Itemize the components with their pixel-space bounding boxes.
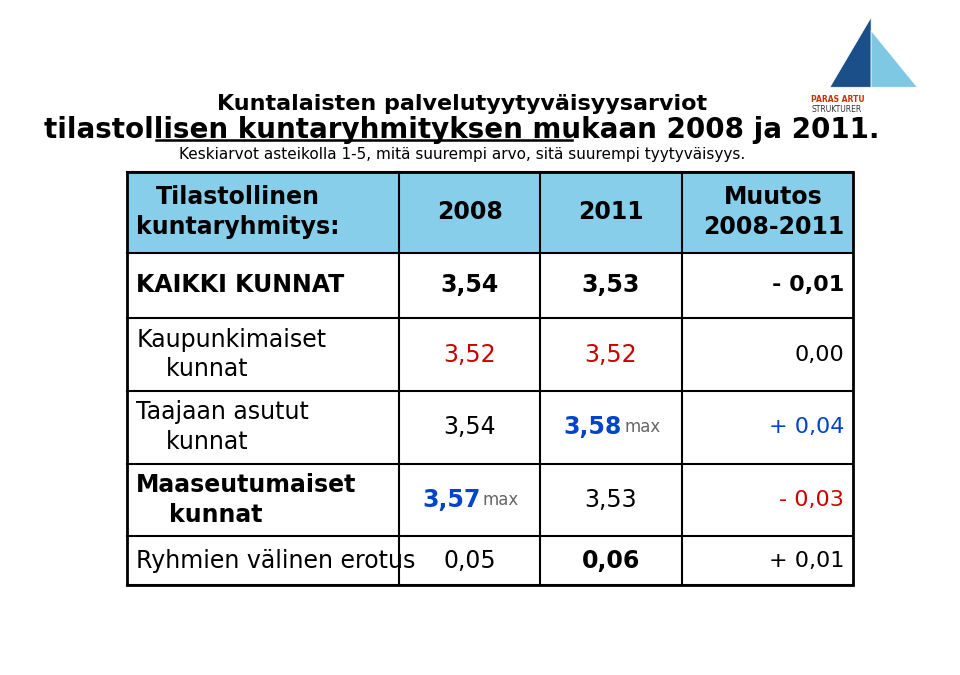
Text: PARAS ARTU: PARAS ARTU (811, 95, 865, 104)
Text: max: max (624, 418, 660, 436)
Text: Kaupunkimaiset
    kunnat: Kaupunkimaiset kunnat (136, 328, 326, 381)
Text: tilastollisen kuntaryhmityksen mukaan 2008 ja 2011.: tilastollisen kuntaryhmityksen mukaan 20… (44, 116, 880, 144)
Polygon shape (829, 18, 871, 87)
Text: - 0,01: - 0,01 (772, 275, 844, 296)
Bar (128, 172, 852, 252)
Text: Keskiarvot asteikolla 1-5, mitä suurempi arvo, sitä suurempi tyytyväisyys.: Keskiarvot asteikolla 1-5, mitä suurempi… (180, 147, 745, 162)
Text: Ryhmien välinen erotus: Ryhmien välinen erotus (136, 549, 416, 572)
Text: 0,06: 0,06 (582, 549, 640, 572)
Text: 3,52: 3,52 (444, 343, 496, 367)
Text: 2011: 2011 (578, 200, 644, 224)
Text: Tilastollinen
kuntaryhmitys:: Tilastollinen kuntaryhmitys: (136, 186, 340, 239)
Text: + 0,01: + 0,01 (769, 551, 844, 570)
Text: Kuntalaisten palvelutyytyväisyysarviot: Kuntalaisten palvelutyytyväisyysarviot (217, 95, 708, 114)
Text: KAIKKI KUNNAT: KAIKKI KUNNAT (136, 273, 345, 298)
Text: max: max (483, 491, 519, 509)
Text: 3,52: 3,52 (585, 343, 637, 367)
Text: 3,54: 3,54 (441, 273, 499, 298)
Text: 2008: 2008 (437, 200, 503, 224)
Text: 0,00: 0,00 (794, 345, 844, 364)
Text: 3,58: 3,58 (564, 415, 622, 439)
Text: 3,53: 3,53 (585, 488, 637, 512)
Polygon shape (871, 30, 917, 87)
Text: 3,57: 3,57 (421, 488, 480, 512)
Text: Maaseutumaiset
    kunnat: Maaseutumaiset kunnat (136, 473, 357, 526)
Text: 3,54: 3,54 (444, 415, 496, 439)
Text: Muutos
2008-2011: Muutos 2008-2011 (703, 186, 844, 239)
Text: Taajaan asutut
    kunnat: Taajaan asutut kunnat (136, 400, 309, 454)
Text: 3,53: 3,53 (582, 273, 640, 298)
Text: + 0,04: + 0,04 (769, 417, 844, 437)
Text: STRUKTURER: STRUKTURER (811, 105, 861, 114)
Bar (128, 172, 852, 585)
Text: - 0,03: - 0,03 (779, 490, 844, 510)
Text: 0,05: 0,05 (444, 549, 496, 572)
